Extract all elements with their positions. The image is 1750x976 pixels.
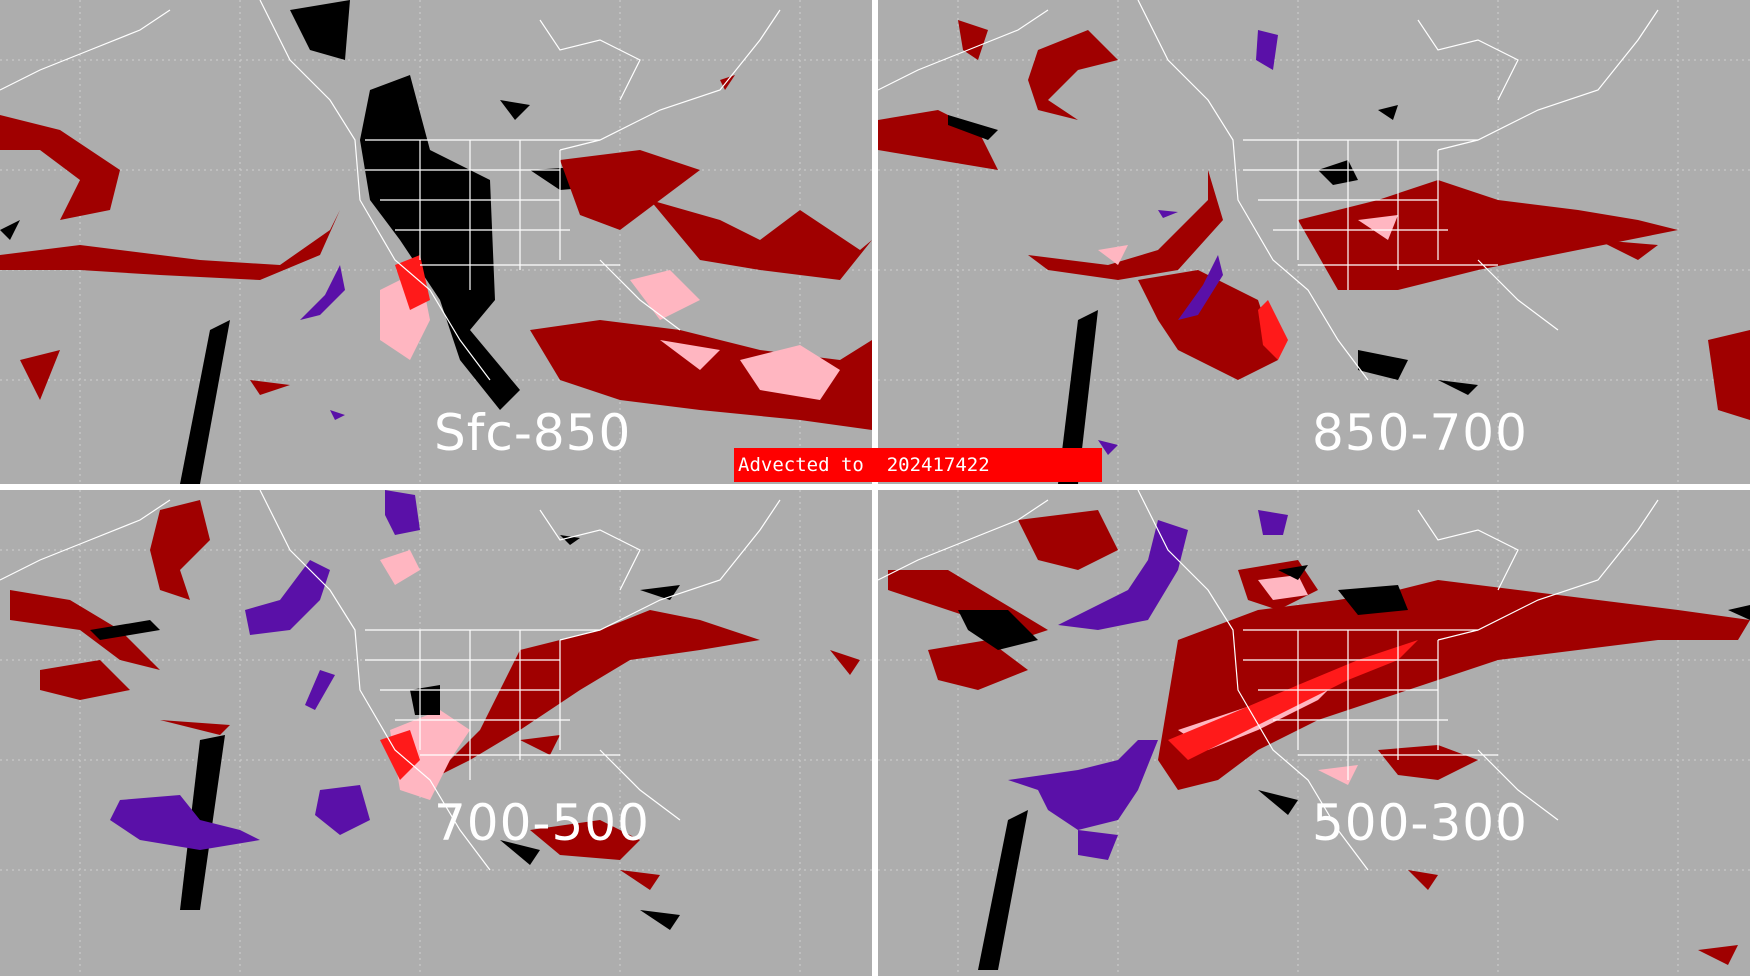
panel-700-500: 700-500	[0, 490, 872, 976]
panel-sfc-850: Sfc-850	[0, 0, 872, 484]
panel-label: Sfc-850	[434, 404, 632, 462]
pink-region	[1098, 215, 1398, 265]
boundaries	[0, 490, 781, 871]
red-region	[1168, 640, 1418, 760]
advection-banner: Advected to 202417422	[734, 448, 1102, 482]
black-region	[948, 105, 1478, 484]
banner-prefix: Advected to	[738, 454, 864, 476]
map-850-700	[878, 0, 1750, 484]
panel-850-700: 850-700	[878, 0, 1750, 484]
boundaries	[0, 0, 781, 381]
map-700-500	[0, 490, 872, 976]
dark-red-region	[888, 510, 1750, 965]
purple-region	[1008, 510, 1288, 860]
panel-label: 500-300	[1312, 794, 1528, 852]
dark-red-region	[0, 75, 872, 430]
horizontal-divider	[0, 484, 1750, 490]
red-region	[1258, 300, 1288, 360]
purple-region	[1098, 30, 1278, 455]
banner-timestamp: 202417422	[886, 454, 990, 476]
panel-label: 850-700	[1312, 404, 1528, 462]
purple-region	[110, 490, 420, 850]
dark-red-region	[878, 20, 1750, 420]
boundaries	[878, 0, 1659, 381]
boundaries	[878, 490, 1659, 871]
purple-region	[300, 265, 345, 420]
black-region	[958, 565, 1750, 970]
red-region	[395, 255, 430, 310]
map-sfc-850	[0, 0, 872, 484]
dark-red-region	[10, 500, 860, 890]
panel-500-300: 500-300	[878, 490, 1750, 976]
map-500-300	[878, 490, 1750, 976]
panel-label: 700-500	[434, 794, 650, 852]
